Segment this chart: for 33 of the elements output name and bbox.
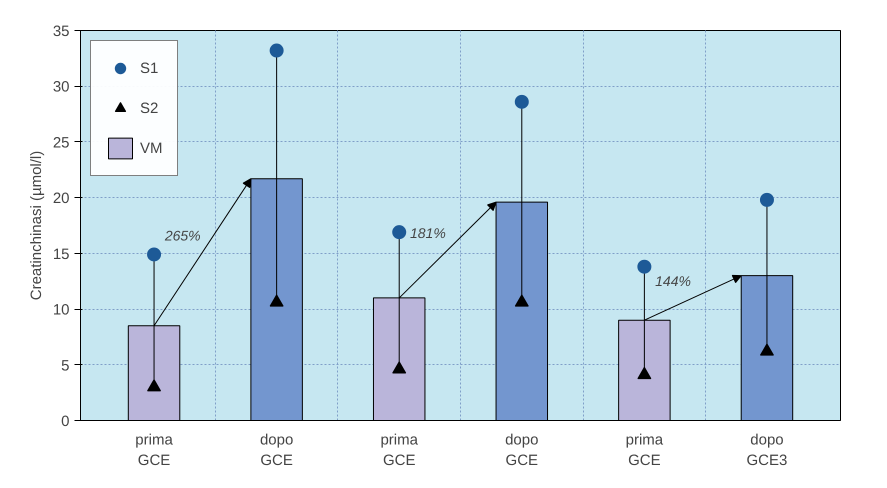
point [637, 260, 652, 274]
point [637, 366, 652, 380]
y-tick-label: 15 [52, 246, 70, 263]
y-tick-label: 25 [52, 134, 70, 152]
x-tick-label: prima GCE [626, 432, 664, 469]
annotation: 181% [410, 225, 446, 242]
point [514, 294, 529, 307]
point [392, 225, 406, 240]
legend-label: S2 [140, 100, 160, 116]
x-tick-label: prima GCE [135, 432, 174, 469]
annotation: 144% [655, 273, 691, 290]
point [760, 343, 774, 356]
x-tick-label: dopo GCE3 [746, 432, 788, 469]
legend-label: VM [140, 140, 162, 156]
point [392, 361, 406, 374]
legend-label: S1 [140, 60, 160, 76]
y-axis-title: Creatinchinasi (µmol/l) [28, 150, 45, 300]
point [760, 192, 774, 207]
y-tick-label: 30 [52, 78, 70, 96]
y-tick-label: 5 [61, 357, 70, 374]
annotation: 265% [164, 227, 201, 244]
y-tick-label: 20 [52, 190, 70, 208]
y-tick-label: 35 [52, 23, 70, 40]
x-tick-label: dopo GCE [505, 432, 538, 469]
x-tick-label: dopo GCE [260, 432, 294, 469]
point [514, 94, 529, 109]
x-tick-label: prima GCE [380, 432, 419, 469]
point [147, 247, 162, 262]
y-tick-label: 10 [52, 302, 70, 319]
point [270, 294, 284, 307]
point [270, 44, 284, 58]
y-tick-label: 0 [61, 413, 70, 430]
point [147, 379, 162, 392]
